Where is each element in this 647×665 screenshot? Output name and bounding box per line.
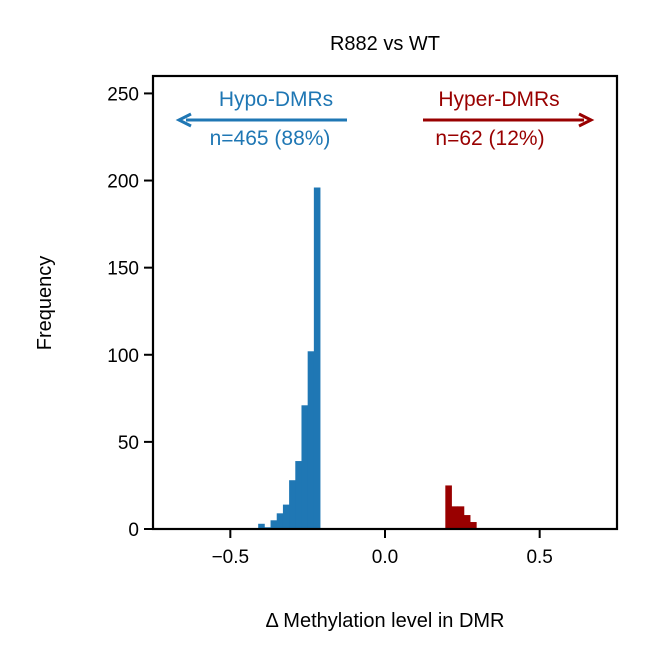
hypo-bar bbox=[289, 480, 296, 529]
hyper-bar bbox=[470, 522, 477, 529]
y-tick-label: 0 bbox=[128, 520, 139, 541]
hyper-annotation: Hyper-DMRs n=62 (12%) bbox=[423, 88, 595, 150]
hypo-bar bbox=[258, 523, 265, 529]
hypo-bar bbox=[301, 405, 309, 529]
y-tick-label: 100 bbox=[107, 346, 139, 367]
x-tick-label: 0.0 bbox=[372, 547, 398, 568]
x-tick-label: 0.5 bbox=[526, 547, 552, 568]
y-axis-ticks: 0 50 100 150 200 250 bbox=[107, 84, 153, 541]
hyper-bar bbox=[457, 506, 465, 529]
hypo-label: Hypo-DMRs bbox=[219, 88, 333, 111]
histogram-bars bbox=[258, 187, 477, 529]
y-tick-label: 200 bbox=[107, 172, 139, 193]
y-axis-label: Frequency bbox=[34, 256, 56, 351]
x-tick-label: −0.5 bbox=[212, 547, 250, 568]
hypo-bar bbox=[270, 520, 278, 529]
hyper-arrow-head bbox=[578, 112, 595, 128]
y-tick-label: 150 bbox=[107, 259, 139, 280]
hyper-count: n=62 (12%) bbox=[435, 127, 544, 150]
y-tick-label: 250 bbox=[107, 84, 139, 105]
hyper-bar bbox=[463, 515, 471, 529]
hypo-bar bbox=[276, 513, 284, 529]
hypo-bar bbox=[307, 351, 315, 529]
hypo-arrow-head bbox=[175, 112, 192, 128]
hyper-bar bbox=[445, 485, 452, 529]
hypo-count: n=465 (88%) bbox=[210, 127, 331, 150]
hypo-annotation: Hypo-DMRs n=465 (88%) bbox=[175, 88, 347, 150]
hyper-bar bbox=[451, 506, 459, 529]
x-axis-ticks: −0.5 0.0 0.5 bbox=[212, 529, 553, 568]
y-tick-label: 50 bbox=[118, 433, 139, 454]
hypo-bar bbox=[313, 187, 321, 529]
hypo-bar bbox=[282, 504, 290, 529]
x-axis-label: Δ Methylation level in DMR bbox=[265, 610, 504, 632]
chart-title: R882 vs WT bbox=[330, 33, 440, 55]
hyper-label: Hyper-DMRs bbox=[438, 88, 559, 111]
hypo-bar bbox=[295, 461, 302, 529]
